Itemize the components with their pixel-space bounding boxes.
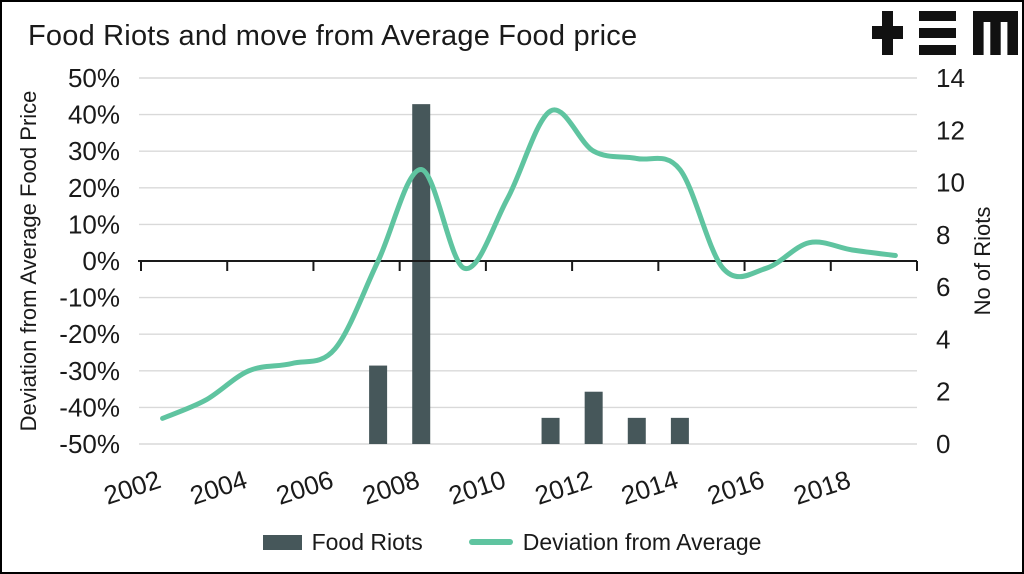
left-axis-tick-label: 40% (68, 100, 120, 130)
line-swatch-icon (468, 539, 513, 545)
bar-food-riots (670, 417, 689, 444)
left-axis-tick-label: -30% (59, 356, 120, 386)
bar-food-riots (412, 104, 431, 445)
line-deviation-from-average (160, 107, 898, 421)
m-icon (973, 11, 1018, 55)
left-axis-tick-label: 50% (68, 63, 120, 93)
right-axis-tick-label: 10 (936, 168, 965, 198)
x-axis-tick-label: 2010 (445, 464, 509, 510)
left-axis-tick-label: -20% (59, 319, 120, 349)
triple-bar-icon (919, 11, 956, 55)
bar-food-riots (541, 417, 560, 444)
bar-food-riots (584, 391, 603, 444)
right-axis-tick-label: 0 (936, 429, 950, 459)
x-axis-tick-label: 2008 (359, 464, 423, 510)
left-axis-title: Deviation from Average Food Price (16, 91, 41, 432)
left-axis-tick-label: 0% (82, 246, 120, 276)
left-axis-tick-label: -10% (59, 283, 120, 313)
legend-label: Deviation from Average (522, 528, 762, 555)
left-axis-tick-label: 10% (68, 209, 120, 239)
legend-item-deviation: Deviation from Average (468, 528, 762, 556)
bar-food-riots (627, 417, 646, 444)
x-axis-tick-label: 2018 (790, 464, 854, 510)
right-axis-tick-label: 6 (936, 272, 950, 302)
right-axis-tick-label: 8 (936, 220, 950, 250)
x-axis-tick-label: 2002 (100, 464, 164, 510)
left-axis-tick-label: -50% (59, 429, 120, 459)
x-axis-tick-label: 2012 (531, 464, 595, 510)
legend-item-food-riots: Food Riots (262, 528, 423, 556)
x-axis-tick-label: 2004 (186, 464, 250, 510)
left-axis-tick-label: 20% (68, 173, 120, 203)
right-axis-tick-label: 14 (936, 63, 965, 93)
left-axis-tick-label: -40% (59, 392, 120, 422)
plus-icon (872, 11, 903, 55)
right-axis-title: No of Riots (970, 207, 995, 316)
legend-label: Food Riots (311, 528, 423, 555)
tem-logo (872, 11, 1018, 55)
chart-legend: Food Riots Deviation from Average (0, 524, 1024, 560)
bar-swatch-icon (262, 534, 302, 550)
right-axis-tick-label: 2 (936, 377, 950, 407)
right-axis-tick-label: 4 (936, 324, 950, 354)
right-axis-tick-label: 12 (936, 115, 965, 145)
x-axis-tick-label: 2014 (617, 464, 681, 510)
bar-food-riots (369, 365, 388, 444)
x-axis-tick-label: 2006 (273, 464, 337, 510)
x-axis-tick-label: 2016 (704, 464, 768, 510)
left-axis-tick-label: 30% (68, 136, 120, 166)
page-title: Food Riots and move from Average Food pr… (28, 20, 638, 52)
